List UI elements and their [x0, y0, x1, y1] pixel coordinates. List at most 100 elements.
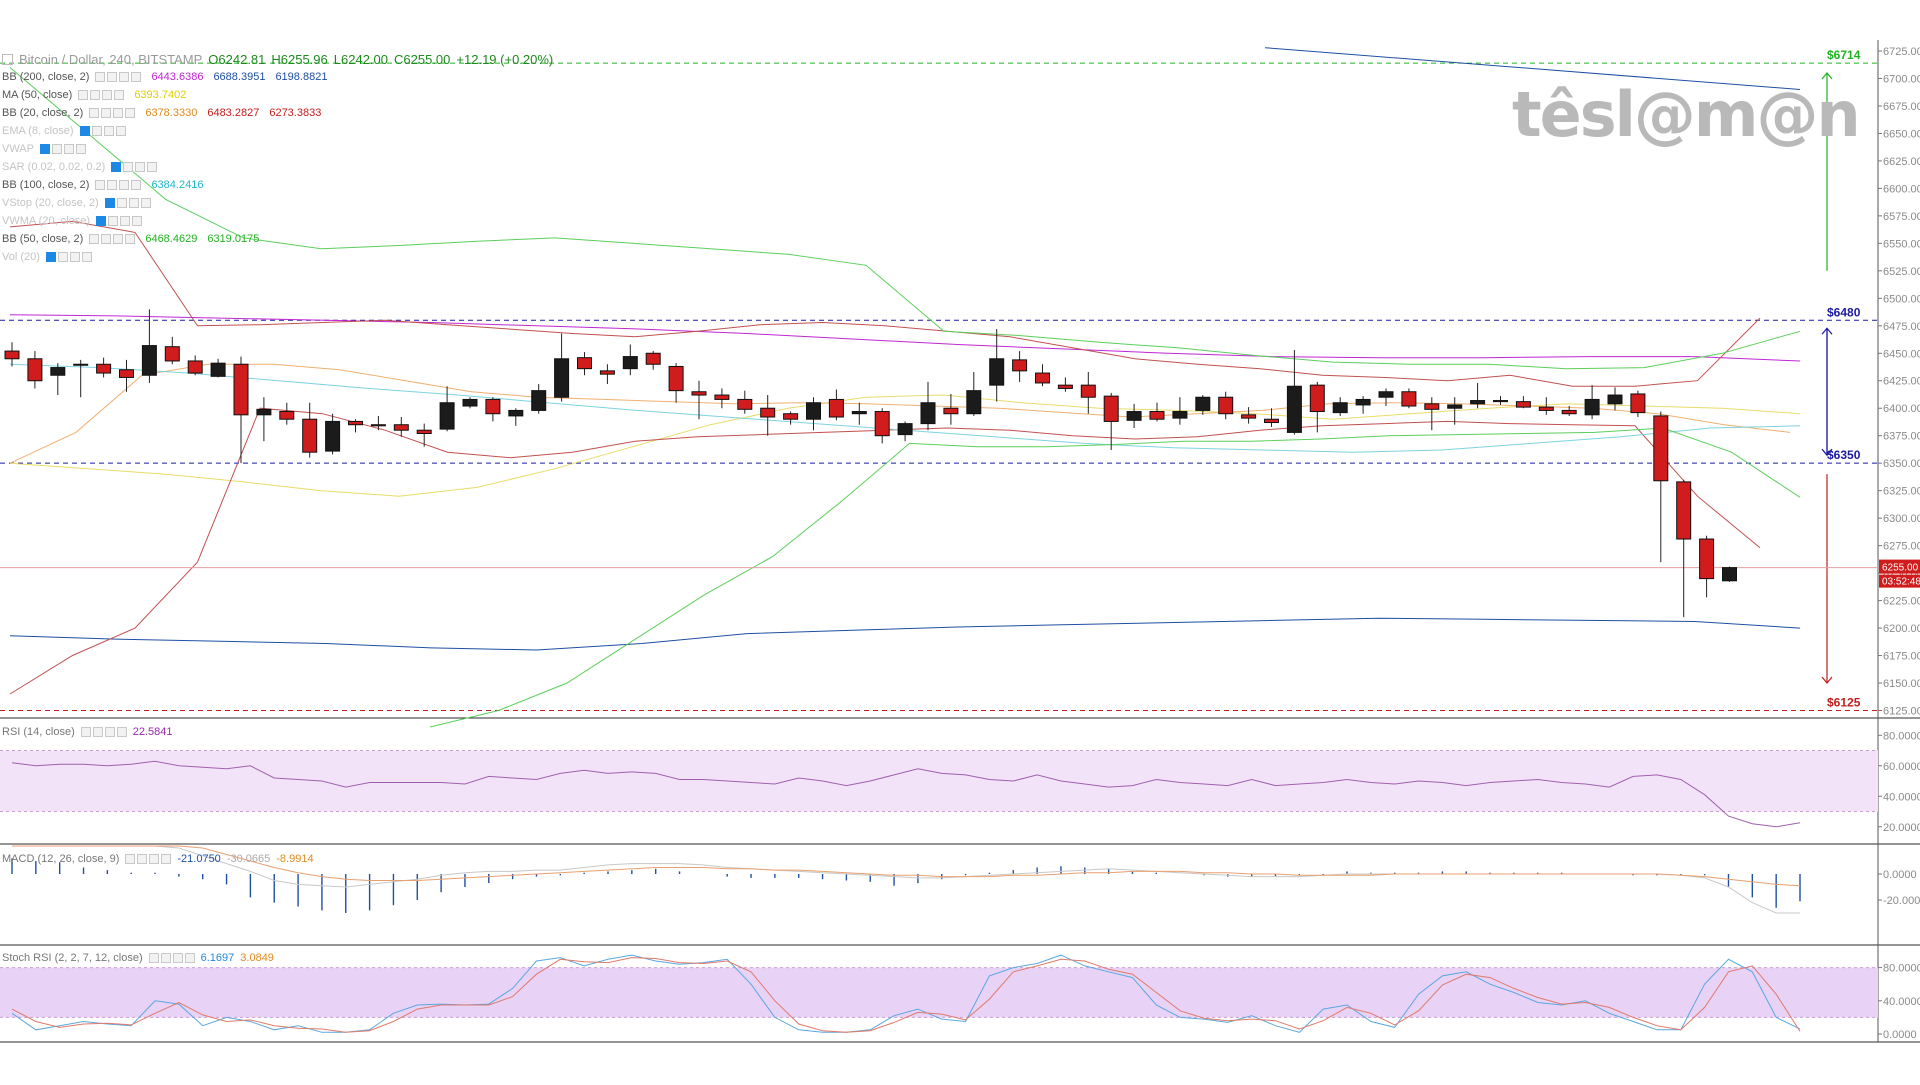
eye-icon[interactable]	[79, 126, 90, 136]
indicator-row[interactable]: MA (50, close) 6393.7402	[2, 88, 186, 102]
candle-body	[1538, 406, 1554, 411]
indicator-row[interactable]: EMA (8, close)	[2, 124, 126, 138]
price-tick-label: 6175.00	[1883, 651, 1920, 663]
indicator-value: 6483.2827	[207, 107, 260, 119]
control-icon[interactable]	[131, 72, 142, 82]
indicator-row[interactable]: BB (200, close, 2) 6443.6386 6688.3951 6198…	[2, 70, 327, 84]
indicator-name[interactable]: BB (200, close, 2)	[2, 71, 90, 83]
macd-name[interactable]: MACD (12, 26, close, 9)	[2, 853, 120, 865]
eye-icon[interactable]	[104, 198, 115, 208]
indicator-name[interactable]: BB (50, close, 2)	[2, 233, 84, 245]
price-tick-label: 6150.00	[1883, 678, 1920, 690]
indicator-name[interactable]: VWMA (20, close)	[2, 215, 91, 227]
indicator-value: 6273.3833	[269, 107, 322, 119]
indicator-row[interactable]: SAR (0.02, 0.02, 0.2)	[2, 160, 158, 174]
indicator-name[interactable]: VWAP	[2, 143, 34, 155]
eye-icon[interactable]	[111, 162, 122, 172]
control-icon[interactable]	[90, 90, 101, 100]
indicator-controls[interactable]	[111, 162, 158, 172]
control-icon[interactable]	[135, 162, 146, 172]
candle-body	[27, 358, 43, 382]
control-icon[interactable]	[81, 252, 92, 262]
indicator-row[interactable]: VWMA (20, close)	[2, 214, 143, 228]
indicator-row[interactable]: VWAP	[2, 142, 86, 156]
control-icon[interactable]	[132, 216, 143, 226]
control-icon[interactable]	[114, 90, 125, 100]
macd-controls[interactable]	[125, 854, 172, 864]
control-icon[interactable]	[125, 234, 136, 244]
candle-body	[1561, 409, 1577, 415]
indicator-controls[interactable]	[96, 216, 143, 226]
indicator-name[interactable]: Vol (20)	[2, 251, 40, 263]
eye-icon[interactable]	[96, 216, 107, 226]
indicator-name[interactable]: MA (50, close)	[2, 89, 73, 101]
eye-icon[interactable]	[95, 72, 106, 82]
target-up-arrow-head	[1821, 72, 1833, 80]
indicator-name[interactable]: EMA (8, close)	[2, 125, 74, 137]
indicator-name[interactable]: BB (100, close, 2)	[2, 179, 90, 191]
control-icon[interactable]	[120, 216, 131, 226]
indicator-row[interactable]: BB (100, close, 2) 6384.2416	[2, 178, 203, 192]
eye-icon[interactable]	[89, 108, 100, 118]
control-icon[interactable]	[91, 126, 102, 136]
price-tick-label: 6700.00	[1883, 73, 1920, 85]
rsi-tick-label: 60.0000	[1883, 761, 1920, 773]
control-icon[interactable]	[115, 126, 126, 136]
indicator-name[interactable]: VStop (20, close, 2)	[2, 197, 99, 209]
indicator-row[interactable]: VStop (20, close, 2)	[2, 196, 151, 210]
stoch-controls[interactable]	[148, 953, 195, 963]
control-icon[interactable]	[119, 180, 130, 190]
eye-icon[interactable]	[40, 144, 50, 154]
eye-icon[interactable]	[89, 234, 100, 244]
indicator-row[interactable]: BB (50, close, 2) 6468.4629 6319.0175	[2, 232, 259, 246]
control-icon[interactable]	[123, 162, 134, 172]
control-icon[interactable]	[101, 108, 112, 118]
control-icon[interactable]	[57, 252, 68, 262]
control-icon[interactable]	[64, 144, 74, 154]
control-icon[interactable]	[116, 198, 127, 208]
control-icon[interactable]	[108, 216, 119, 226]
control-icon[interactable]	[52, 144, 62, 154]
control-icon[interactable]	[102, 90, 113, 100]
eye-icon[interactable]	[45, 252, 56, 262]
control-icon[interactable]	[101, 234, 112, 244]
control-icon[interactable]	[113, 108, 124, 118]
control-icon[interactable]	[128, 198, 139, 208]
indicator-controls[interactable]	[104, 198, 151, 208]
collapse-icon[interactable]	[2, 54, 13, 65]
ohlc-open: O6242.81	[208, 52, 266, 67]
control-icon[interactable]	[103, 126, 114, 136]
indicator-controls[interactable]	[89, 234, 136, 244]
indicator-row[interactable]: BB (20, close, 2) 6378.3330 6483.2827 6273.…	[2, 106, 321, 120]
indicator-row[interactable]: Vol (20)	[2, 250, 92, 264]
control-icon[interactable]	[147, 162, 158, 172]
indicator-controls[interactable]	[78, 90, 125, 100]
indicator-controls[interactable]	[95, 180, 142, 190]
rsi-controls[interactable]	[80, 727, 127, 737]
control-icon[interactable]	[140, 198, 151, 208]
indicator-controls[interactable]	[95, 72, 142, 82]
control-icon[interactable]	[119, 72, 130, 82]
control-icon[interactable]	[107, 180, 118, 190]
eye-icon[interactable]	[78, 90, 89, 100]
control-icon[interactable]	[76, 144, 86, 154]
indicator-controls[interactable]	[40, 144, 86, 154]
indicator-value: 6384.2416	[151, 179, 204, 191]
indicator-controls[interactable]	[45, 252, 92, 262]
control-icon[interactable]	[131, 180, 142, 190]
indicator-name[interactable]: BB (20, close, 2)	[2, 107, 84, 119]
control-icon[interactable]	[69, 252, 80, 262]
control-icon[interactable]	[107, 72, 118, 82]
eye-icon[interactable]	[95, 180, 106, 190]
indicator-value: 6378.3330	[145, 107, 198, 119]
indicator-controls[interactable]	[79, 126, 126, 136]
indicator-name[interactable]: SAR (0.02, 0.02, 0.2)	[2, 161, 106, 173]
stoch-name[interactable]: Stoch RSI (2, 2, 7, 12, close)	[2, 952, 143, 964]
candle-body	[1584, 398, 1600, 416]
indicator-controls[interactable]	[89, 108, 136, 118]
rsi-name[interactable]: RSI (14, close)	[2, 726, 75, 738]
control-icon[interactable]	[113, 234, 124, 244]
control-icon[interactable]	[125, 108, 136, 118]
